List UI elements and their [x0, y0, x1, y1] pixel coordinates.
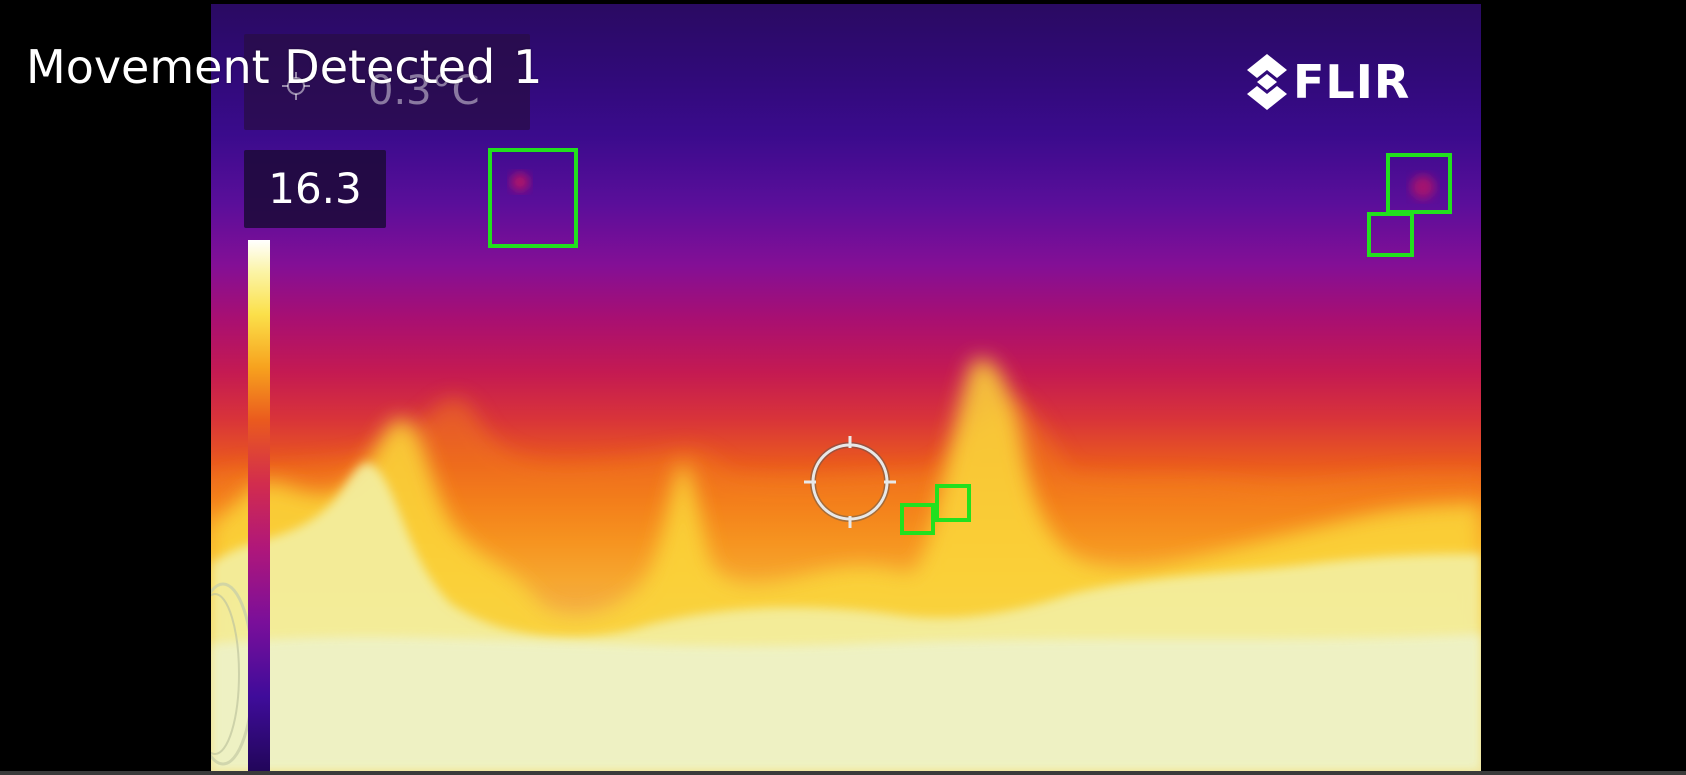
movement-detected-label: Movement Detected 1 [26, 38, 542, 96]
detection-box [935, 484, 971, 522]
movement-count: 1 [513, 40, 543, 94]
detection-box [1367, 212, 1414, 257]
spot-temperature-readout: 0.3°C [368, 68, 480, 114]
spot-meter-small-icon [282, 72, 310, 100]
movement-detected-text: Movement Detected [26, 40, 496, 94]
thermal-image [211, 4, 1481, 771]
heat-plume-layer [211, 173, 1481, 771]
brand-name: FLIR [1293, 55, 1411, 109]
max-temperature-value: 16.3 [268, 164, 362, 213]
max-temperature-box: 16.3 [244, 150, 386, 228]
spot-meter-panel [244, 34, 530, 130]
spot-meter-crosshair-icon [804, 436, 896, 528]
bottom-border [0, 771, 1686, 775]
temperature-color-scale [248, 240, 270, 771]
detection-box [900, 503, 935, 535]
brand-logo: FLIR [1245, 50, 1410, 114]
detection-box [1386, 153, 1452, 214]
detection-box [488, 148, 578, 248]
flir-logo-icon [1247, 54, 1287, 110]
